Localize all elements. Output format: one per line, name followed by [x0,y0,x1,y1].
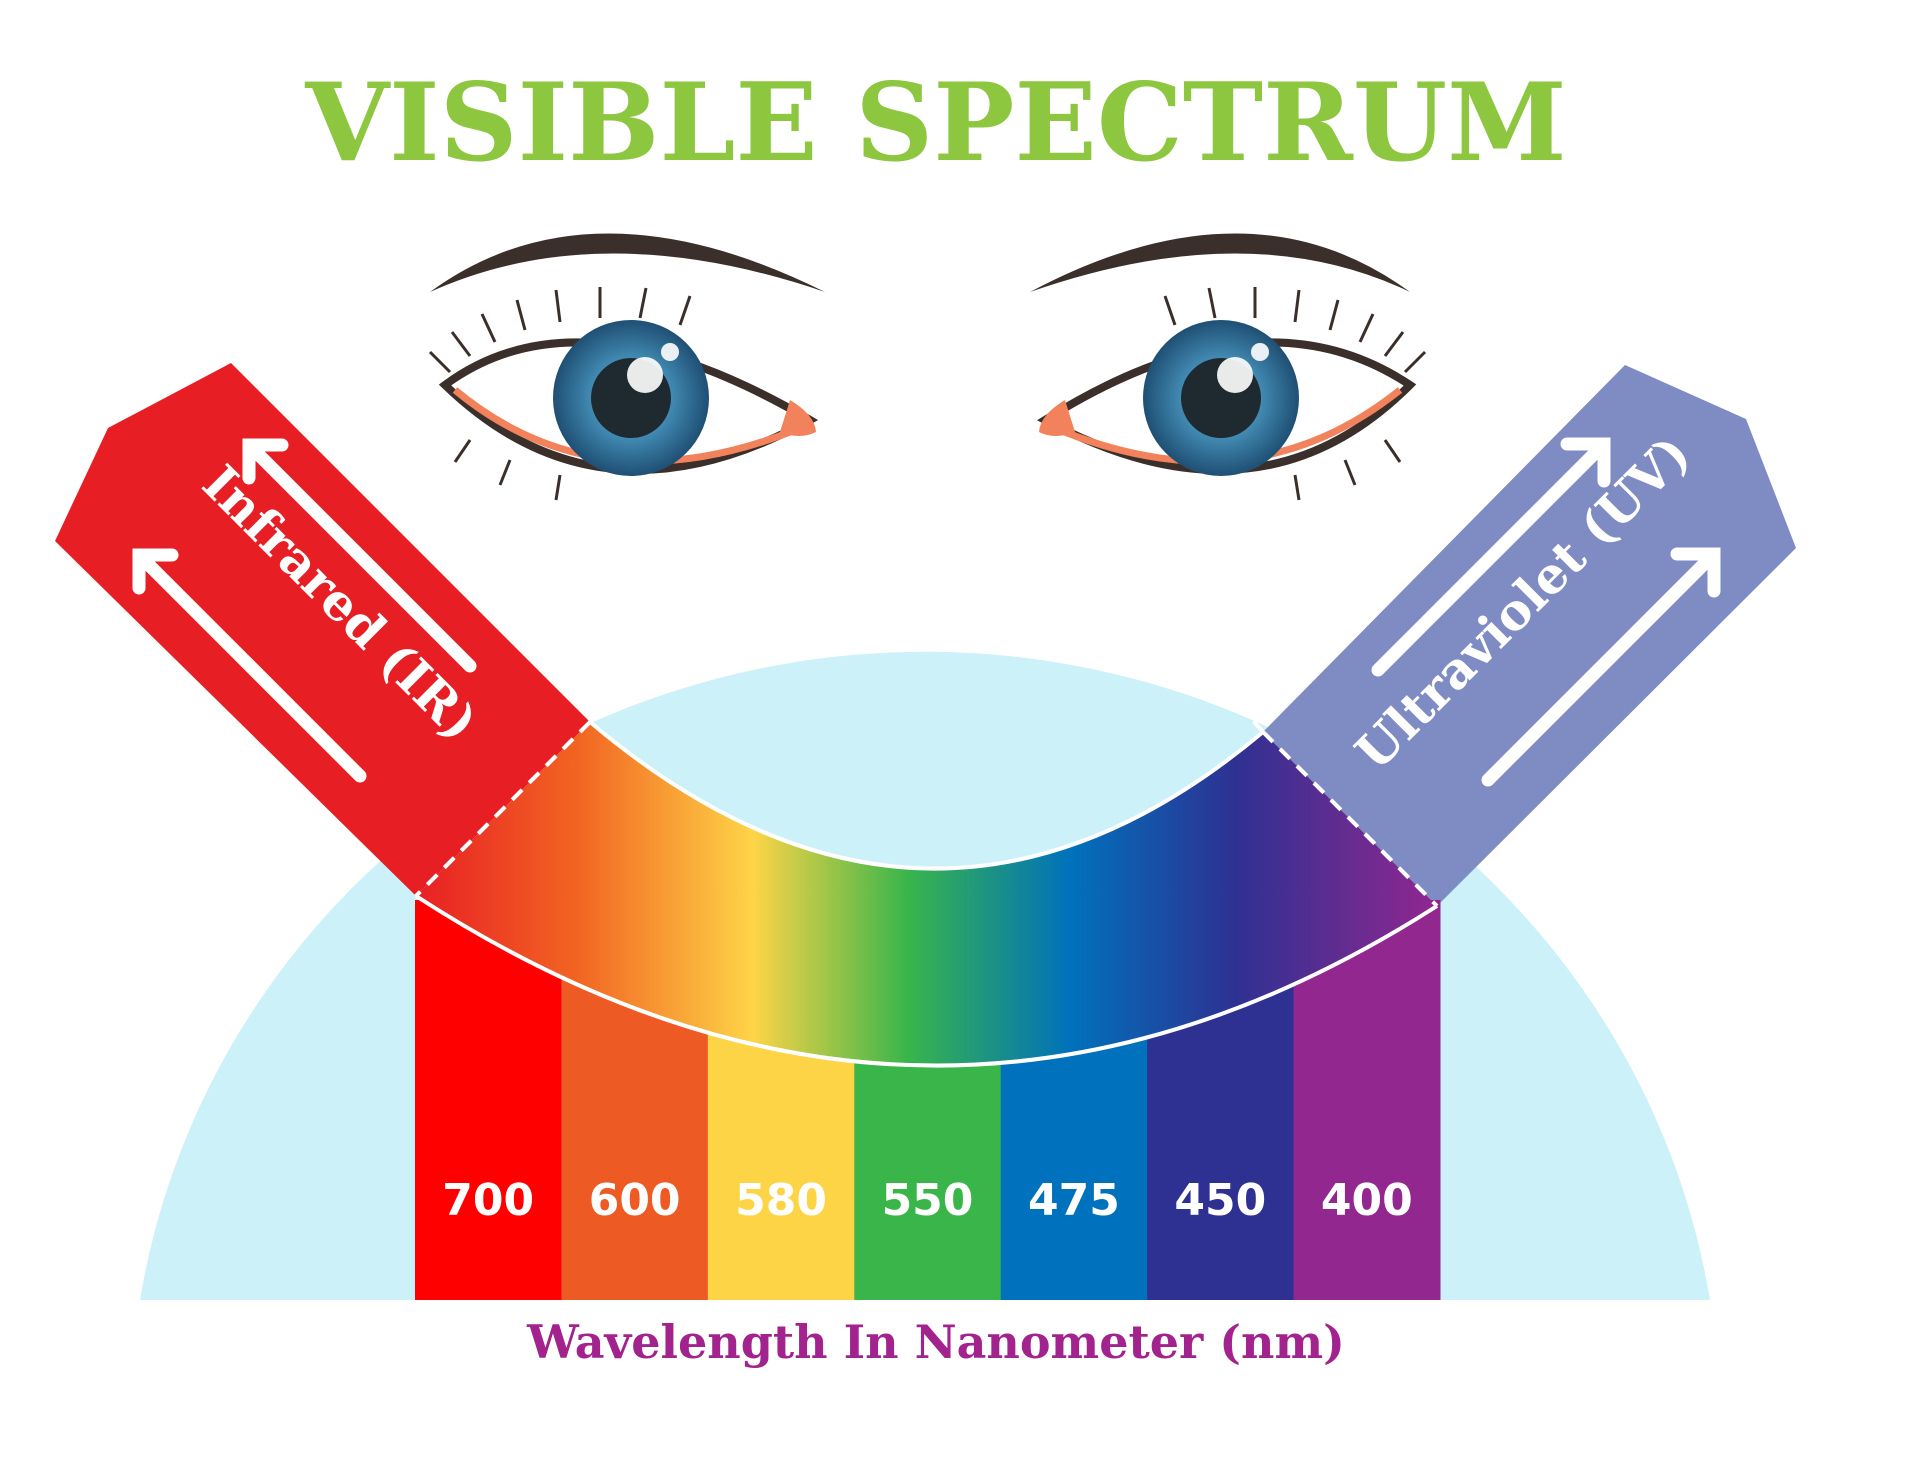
band-label-550: 550 [882,1175,974,1226]
band-label-700: 700 [442,1175,534,1226]
page-title: VISIBLE SPECTRUM [304,60,1566,186]
spectrum-arc-inner-edge [588,720,1265,871]
band-label-475: 475 [1028,1175,1120,1226]
left-eye-icon [428,233,825,501]
band-label-580: 580 [735,1175,827,1226]
spectrum-arc-outer-edge [414,894,1439,1068]
band-label-400: 400 [1321,1175,1413,1226]
axis-label: Wavelength In Nanometer (nm) [526,1315,1345,1369]
band-label-450: 450 [1174,1175,1266,1226]
spectrum-arc [416,722,1437,1066]
band-label-600: 600 [589,1175,681,1226]
right-eye-icon [1030,233,1427,501]
